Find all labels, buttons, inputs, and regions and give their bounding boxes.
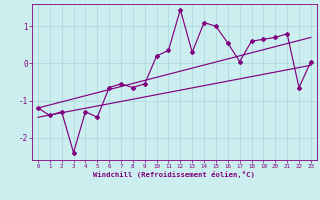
X-axis label: Windchill (Refroidissement éolien,°C): Windchill (Refroidissement éolien,°C): [93, 171, 255, 178]
